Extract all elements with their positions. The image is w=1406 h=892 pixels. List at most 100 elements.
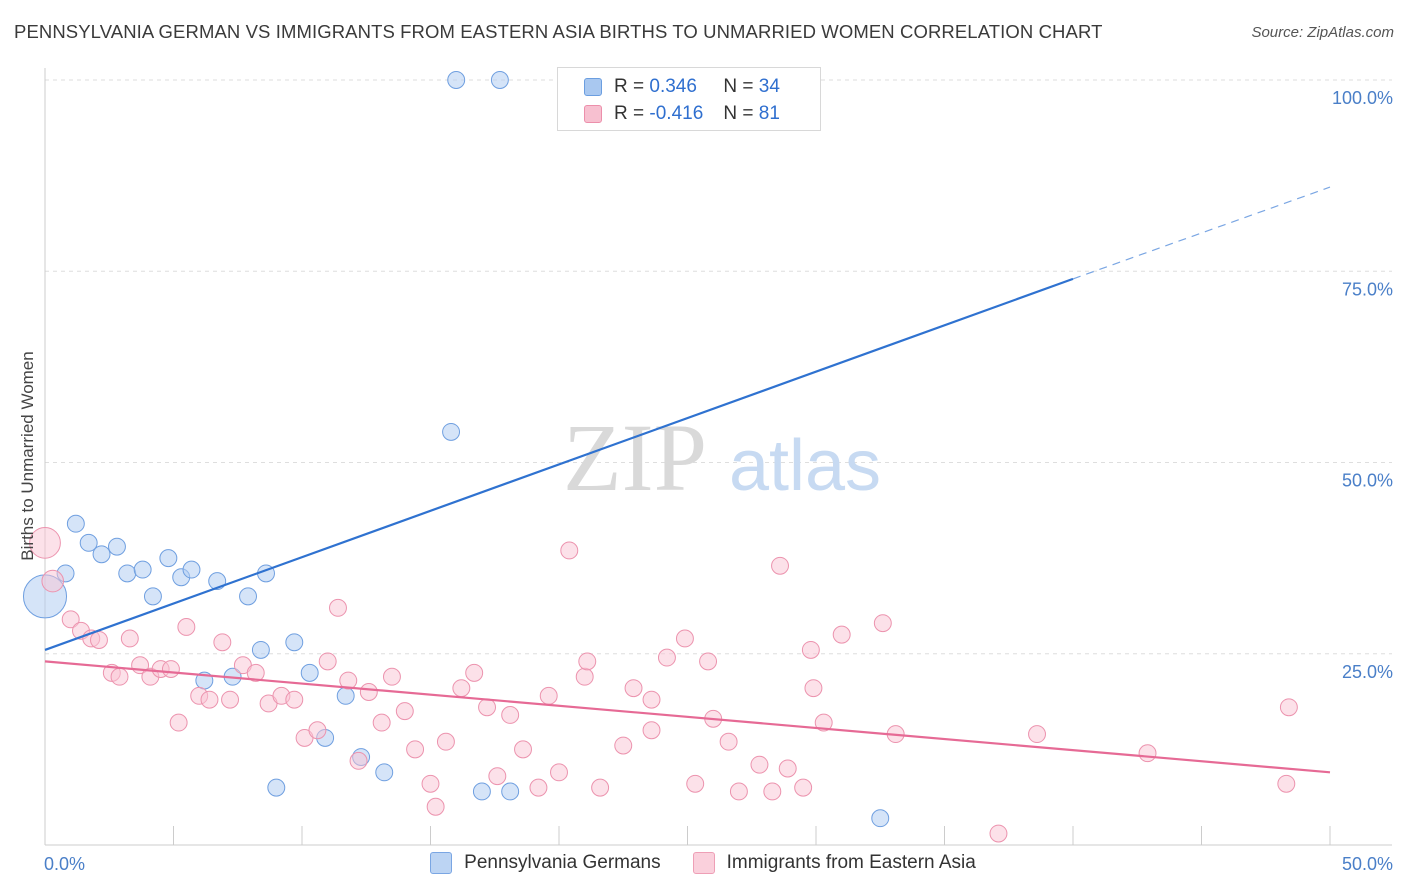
grid-lines [45,79,1392,655]
data-point [118,564,137,583]
data-point [61,610,80,629]
data-point [478,698,497,717]
data-point [465,663,484,682]
data-point [267,778,286,797]
y-tick-label: 25.0% [1342,662,1393,682]
legend-row-pennsylvania: R = 0.346 N = 34 [584,74,780,100]
data-point [719,732,738,751]
data-point [339,671,358,690]
correlation-legend: R = 0.346 N = 34 R = -0.416 N = 81 [557,67,821,131]
data-point [110,667,129,686]
legend-r-label: R = [614,103,645,124]
legend-swatch-pink [692,852,715,874]
data-point [107,537,126,556]
data-point [221,690,240,709]
data-point [452,679,471,698]
trend-lines [44,186,1331,774]
data-point [29,526,61,559]
data-point [285,633,304,652]
legend-r-label: R = [614,76,645,97]
data-point [575,667,594,686]
x-tick-label: 50.0% [1342,854,1393,874]
data-point [133,560,152,579]
y-axis-label: Births to Unmarried Women [18,351,37,560]
data-point [406,740,425,759]
data-point [426,797,445,816]
legend-n-label: N = [723,103,754,124]
data-point [771,556,789,575]
data-point [66,514,85,533]
data-point [285,690,304,709]
data-point [804,679,823,698]
data-point [213,633,232,652]
legend-swatch-blue [430,852,453,874]
data-point [501,705,520,724]
axes [44,68,1392,846]
data-point [560,541,579,560]
trend-line-pennsylvania-extension [1072,186,1331,280]
data-point [488,767,507,786]
data-point [539,686,558,705]
y-tick-label: 75.0% [1342,279,1393,299]
data-points [22,71,1298,843]
data-point [871,809,890,828]
data-point [182,560,201,579]
data-point [614,736,633,755]
data-point [801,640,820,659]
data-point [421,774,440,793]
data-point [472,782,491,801]
data-point [529,778,548,797]
legend-swatch-blue [584,78,602,96]
data-point [514,740,532,759]
data-point [159,549,178,568]
legend-n-label: N = [723,76,754,97]
data-point [336,686,355,705]
data-point [318,652,337,671]
data-point [442,422,461,441]
data-point [359,683,378,701]
x-tick-label: 0.0% [44,854,85,874]
watermark-atlas: atlas [729,426,881,506]
data-point [308,721,327,740]
data-point [349,751,368,770]
legend-item-eastern-asia: Immigrants from Eastern Asia [692,852,976,874]
data-point [794,778,813,797]
data-point [686,774,705,793]
data-point [120,629,139,648]
data-point [41,569,64,593]
data-point [490,71,509,89]
legend-r-value: 0.346 [649,76,697,97]
y-tick-label: 100.0% [1332,88,1393,108]
data-point [1279,698,1298,717]
data-point [447,71,466,89]
data-point [501,782,520,801]
data-point [699,652,718,671]
legend-label: Pennsylvania Germans [464,852,661,873]
data-point [1277,774,1296,793]
data-point [873,614,892,633]
data-point [675,629,694,648]
legend-swatch-pink [584,105,602,123]
data-point [169,713,188,732]
trend-line-eastern-asia [44,660,1331,774]
data-point [550,763,568,782]
data-point [657,648,676,667]
chart-title: PENNSYLVANIA GERMAN VS IMMIGRANTS FROM E… [14,21,1103,42]
data-point [200,690,219,709]
legend-item-pennsylvania-germans: Pennsylvania Germans [430,852,661,874]
data-point [161,660,180,679]
data-point [642,721,661,740]
data-point [1028,725,1046,744]
data-point [436,732,455,751]
legend-n-value: 34 [758,76,780,97]
data-point [143,587,162,606]
trend-line-pennsylvania [44,277,1074,651]
legend-label: Immigrants from Eastern Asia [726,852,976,873]
legend-n-value: 81 [758,103,780,124]
data-point [729,782,748,801]
data-point [1138,744,1157,763]
data-point [90,631,108,649]
data-point [79,533,98,552]
data-point [642,690,661,709]
